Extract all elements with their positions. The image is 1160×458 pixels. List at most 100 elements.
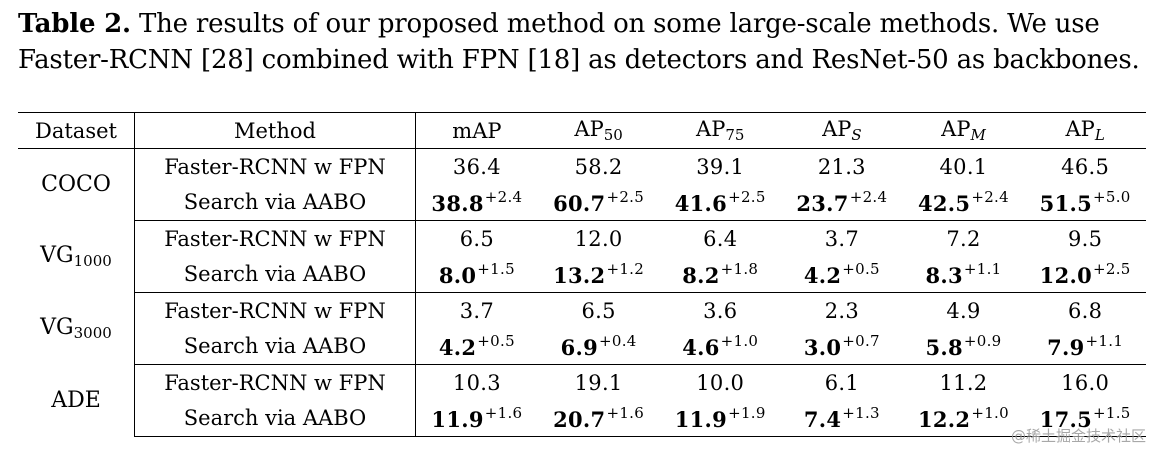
gain-superscript: +0.5 [842, 260, 880, 279]
value-cell: 4.6+1.0 [659, 328, 782, 365]
method-cell: Search via AABO [134, 256, 416, 293]
gain-superscript: +2.4 [849, 188, 888, 207]
header-ap75: AP75 [659, 112, 782, 149]
dataset-name: ADE [51, 388, 101, 413]
value-cell: 8.3+1.1 [902, 256, 1025, 293]
gain-superscript: +2.5 [728, 188, 766, 207]
table-caption: Table 2. The results of our proposed met… [18, 6, 1148, 78]
dataset-name: VG [40, 243, 74, 268]
header-apl-sub: L [1094, 126, 1105, 144]
dataset-name: VG [40, 315, 74, 340]
header-ap50-sub: 50 [603, 126, 623, 144]
improved-value: 41.6 [674, 191, 728, 217]
value-cell: 42.5+2.4 [902, 184, 1025, 221]
gain-superscript: +2.5 [606, 188, 645, 207]
dataset-subscript: 3000 [73, 324, 112, 342]
value-cell: 41.6+2.5 [659, 184, 782, 221]
header-apm: APM [902, 112, 1025, 149]
improved-value: 51.5 [1039, 191, 1093, 217]
header-row: Dataset Method mAP AP50 AP75 APS APM APL [18, 112, 1146, 149]
caption-line-1: Table 2. The results of our proposed met… [18, 6, 1148, 42]
gain-superscript: +1.3 [842, 404, 880, 423]
gain-superscript: +2.4 [971, 188, 1009, 207]
gain-superscript: +1.5 [477, 260, 515, 279]
value-cell: 6.8 [1067, 298, 1103, 323]
improved-value: 8.0 [438, 263, 477, 289]
dataset-name: COCO [41, 172, 111, 198]
results-table: Dataset Method mAP AP50 AP75 APS APM APL… [18, 112, 1146, 437]
improved-value: 23.7 [796, 191, 849, 217]
gain-superscript: +1.0 [971, 404, 1009, 423]
improved-value: 12.2 [917, 407, 971, 433]
table-row: COCO Faster-RCNN w FPN 36.4 58.2 39.1 21.3 40.… [18, 148, 1146, 221]
value-cell: 5.8+0.9 [902, 328, 1025, 365]
gain-superscript: +1.6 [606, 404, 645, 423]
improved-value: 8.2 [682, 263, 720, 289]
table-row: Search via AABO 38.8+2.4 60.7+2.5 41.6+2.5 2… [18, 184, 1146, 221]
header-apm-label: AP [941, 117, 971, 141]
table-row: Search via AABO 4.2+0.5 6.9+0.4 4.6+1.0 3.0+… [18, 328, 1146, 365]
value-cell: 23.7+2.4 [781, 184, 903, 221]
value-cell: 4.2+0.5 [781, 256, 903, 293]
gain-superscript: +2.5 [1093, 260, 1131, 279]
value-cell: 6.4 [703, 226, 738, 251]
improved-value: 17.5 [1039, 407, 1093, 433]
method-cell: Search via AABO [134, 184, 416, 221]
improved-value: 13.2 [553, 263, 606, 289]
gain-superscript: +1.8 [720, 260, 759, 279]
value-cell: 58.2 [574, 154, 623, 179]
improved-value: 20.7 [553, 407, 606, 433]
method-cell: Faster-RCNN w FPN [134, 148, 416, 185]
method-cell: Search via AABO [134, 328, 416, 365]
value-cell: 4.9 [946, 298, 981, 323]
value-cell: 2.3 [824, 298, 860, 323]
improved-value: 12.0 [1039, 263, 1093, 289]
value-cell: 10.0 [696, 370, 745, 395]
table-row: VG3000 Faster-RCNN w FPN 3.7 6.5 3.6 2.3 4.9 6.… [18, 292, 1146, 365]
value-cell: 7.4+1.3 [781, 400, 903, 437]
header-aps: APS [781, 112, 903, 149]
gain-superscript: +5.0 [1093, 188, 1131, 207]
value-cell: 7.2 [946, 226, 981, 251]
header-ap50-label: AP [574, 117, 604, 141]
value-cell: 38.8+2.4 [415, 184, 538, 221]
value-cell: 3.7 [824, 226, 860, 251]
gain-superscript: +2.4 [484, 188, 523, 207]
improved-value: 11.9 [674, 407, 728, 433]
value-cell: 3.7 [459, 298, 495, 323]
header-aps-label: AP [822, 117, 852, 141]
value-cell: 12.2+1.0 [902, 400, 1025, 437]
gain-superscript: +1.1 [963, 260, 1002, 279]
gain-superscript: +0.4 [599, 332, 637, 351]
improved-value: 4.2 [438, 335, 477, 361]
value-cell: 60.7+2.5 [537, 184, 660, 221]
header-apl: APL [1024, 112, 1146, 149]
value-cell: 6.9+0.4 [537, 328, 660, 365]
table-row: ADE Faster-RCNN w FPN 10.3 19.1 10.0 6.1 11.2 1… [18, 364, 1146, 437]
value-cell: 6.1 [824, 370, 860, 395]
value-cell: 19.1 [574, 370, 623, 395]
value-cell: 12.0+2.5 [1024, 256, 1146, 293]
value-cell: 36.4 [452, 154, 501, 179]
value-cell: 13.2+1.2 [537, 256, 660, 293]
dataset-cell: VG1000 [18, 220, 135, 293]
value-cell: 11.9+1.9 [659, 400, 782, 437]
gain-superscript: +0.9 [963, 332, 1002, 351]
dataset-cell: ADE [18, 364, 135, 437]
improved-value: 8.3 [925, 263, 963, 289]
value-cell: 8.0+1.5 [415, 256, 538, 293]
improved-value: 6.9 [560, 335, 599, 361]
improved-value: 11.9 [431, 407, 484, 433]
improved-value: 5.8 [925, 335, 963, 361]
gain-superscript: +1.9 [728, 404, 766, 423]
gain-superscript: +1.6 [484, 404, 523, 423]
table-row: VG1000 Faster-RCNN w FPN 6.5 12.0 6.4 3.7 7.2 9… [18, 220, 1146, 293]
method-cell: Search via AABO [134, 400, 416, 437]
table-row: Search via AABO 8.0+1.5 13.2+1.2 8.2+1.8 4.2… [18, 256, 1146, 293]
header-aps-sub: S [851, 126, 862, 144]
value-cell: 10.3 [452, 370, 501, 395]
improved-value: 4.2 [803, 263, 842, 289]
gain-superscript: +1.2 [606, 260, 645, 279]
gain-superscript: +0.5 [477, 332, 515, 351]
header-ap75-label: AP [696, 117, 726, 141]
